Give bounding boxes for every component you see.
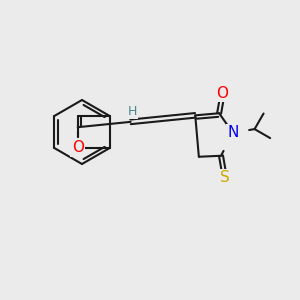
- Text: H: H: [128, 105, 137, 119]
- Text: O: O: [72, 140, 84, 155]
- Text: N: N: [227, 125, 238, 140]
- Text: O: O: [217, 86, 229, 101]
- Text: S: S: [220, 170, 230, 185]
